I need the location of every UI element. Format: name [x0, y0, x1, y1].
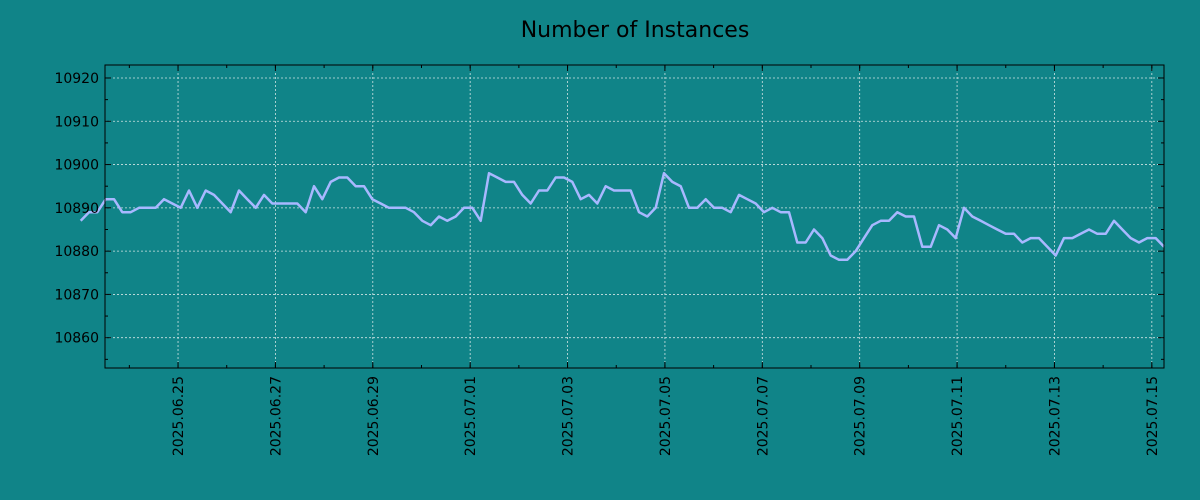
y-tick-label: 10900	[54, 158, 99, 174]
x-tick-label: 2025.07.09	[853, 376, 869, 456]
grid	[105, 65, 1164, 368]
x-tick-label: 2025.07.05	[658, 376, 674, 456]
y-tick-label: 10910	[54, 114, 99, 130]
x-tick-labels: 2025.06.25 2025.06.27 2025.06.29 2025.07.01…	[171, 376, 1161, 456]
x-tick-label: 2025.07.13	[1047, 376, 1063, 456]
series-line	[79, 171, 1165, 262]
y-tick-label: 10870	[54, 287, 99, 303]
x-tick-label: 2025.07.11	[950, 376, 966, 456]
x-tick-label: 2025.06.25	[171, 376, 187, 456]
chart-title: Number of Instances	[521, 18, 750, 43]
x-tick-label: 2025.07.07	[755, 376, 771, 456]
y-tick-label: 10880	[54, 244, 99, 260]
y-tick-label: 10920	[54, 71, 99, 87]
x-tick-label: 2025.06.29	[366, 376, 382, 456]
x-tick-label: 2025.07.03	[561, 376, 577, 456]
y-tick-labels: 10860 10870 10880 10890 10900 10910 10920	[54, 71, 99, 347]
y-tick-label: 10890	[54, 201, 99, 217]
x-tick-label: 2025.06.27	[268, 376, 284, 456]
x-tick-label: 2025.07.01	[463, 376, 479, 456]
y-tick-label: 10860	[54, 331, 99, 347]
ticks	[105, 65, 1164, 368]
plot-frame	[104, 64, 1165, 369]
x-tick-label: 2025.07.15	[1145, 376, 1161, 456]
series-layer	[79, 171, 1165, 262]
